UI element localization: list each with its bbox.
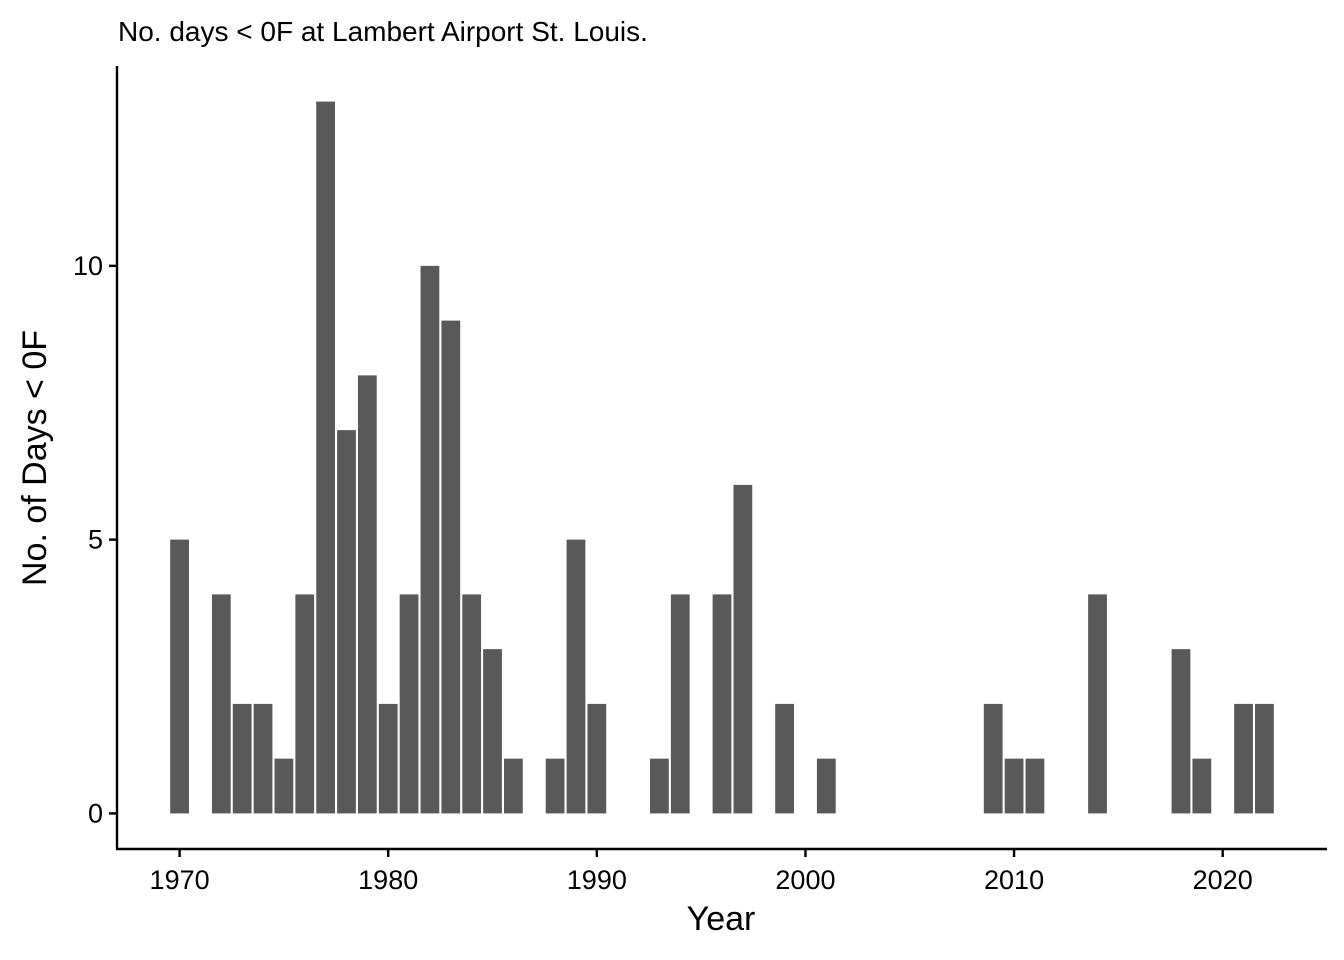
bar-1982 (420, 265, 440, 814)
x-tick-label: 2000 (775, 865, 835, 895)
bar-2010 (1004, 758, 1024, 814)
bar-1985 (483, 649, 502, 814)
bar-2021 (1234, 703, 1253, 814)
bar-2009 (983, 703, 1003, 814)
y-tick-label: 10 (73, 251, 103, 281)
bar-1990 (587, 703, 607, 814)
bar-2018 (1171, 649, 1191, 814)
bar-1980 (378, 703, 398, 814)
bar-1972 (211, 594, 231, 814)
bar-2001 (816, 758, 836, 814)
bar-1976 (295, 594, 315, 814)
bars-group (170, 101, 1274, 814)
bar-1996 (712, 594, 732, 814)
bar-1977 (316, 101, 336, 814)
y-axis-ticks: 0 5 10 (73, 251, 117, 828)
x-tick-label: 2010 (984, 865, 1044, 895)
bar-1974 (253, 703, 273, 814)
bar-1978 (337, 430, 356, 814)
bar-1975 (274, 758, 294, 814)
x-tick-label: 1980 (358, 865, 418, 895)
bar-1973 (232, 703, 252, 814)
x-tick-label: 2020 (1193, 865, 1253, 895)
bar-2014 (1088, 594, 1107, 814)
bar-1981 (399, 594, 419, 814)
bar-1993 (650, 758, 669, 814)
bar-1989 (566, 539, 586, 814)
bar-1994 (670, 594, 690, 814)
x-axis-title: Year (687, 900, 756, 938)
bar-2019 (1192, 758, 1212, 814)
bar-1970 (170, 539, 189, 814)
bar-1997 (733, 484, 753, 814)
chart-title: No. days < 0F at Lambert Airport St. Lou… (118, 16, 648, 47)
y-tick-label: 5 (88, 525, 103, 555)
x-axis-ticks: 1970 1980 1990 2000 2010 2020 (150, 849, 1253, 895)
bar-1986 (503, 758, 523, 814)
bar-1983 (441, 320, 461, 814)
bar-1984 (462, 594, 482, 814)
bar-1979 (357, 375, 377, 814)
y-axis-title: No. of Days < 0F (16, 330, 54, 586)
bar-1988 (545, 758, 565, 814)
y-tick-label: 0 (88, 798, 103, 828)
bar-2011 (1025, 758, 1045, 814)
x-tick-label: 1990 (567, 865, 627, 895)
bar-1999 (775, 703, 794, 814)
bar-2022 (1255, 703, 1274, 814)
x-tick-label: 1970 (150, 865, 210, 895)
